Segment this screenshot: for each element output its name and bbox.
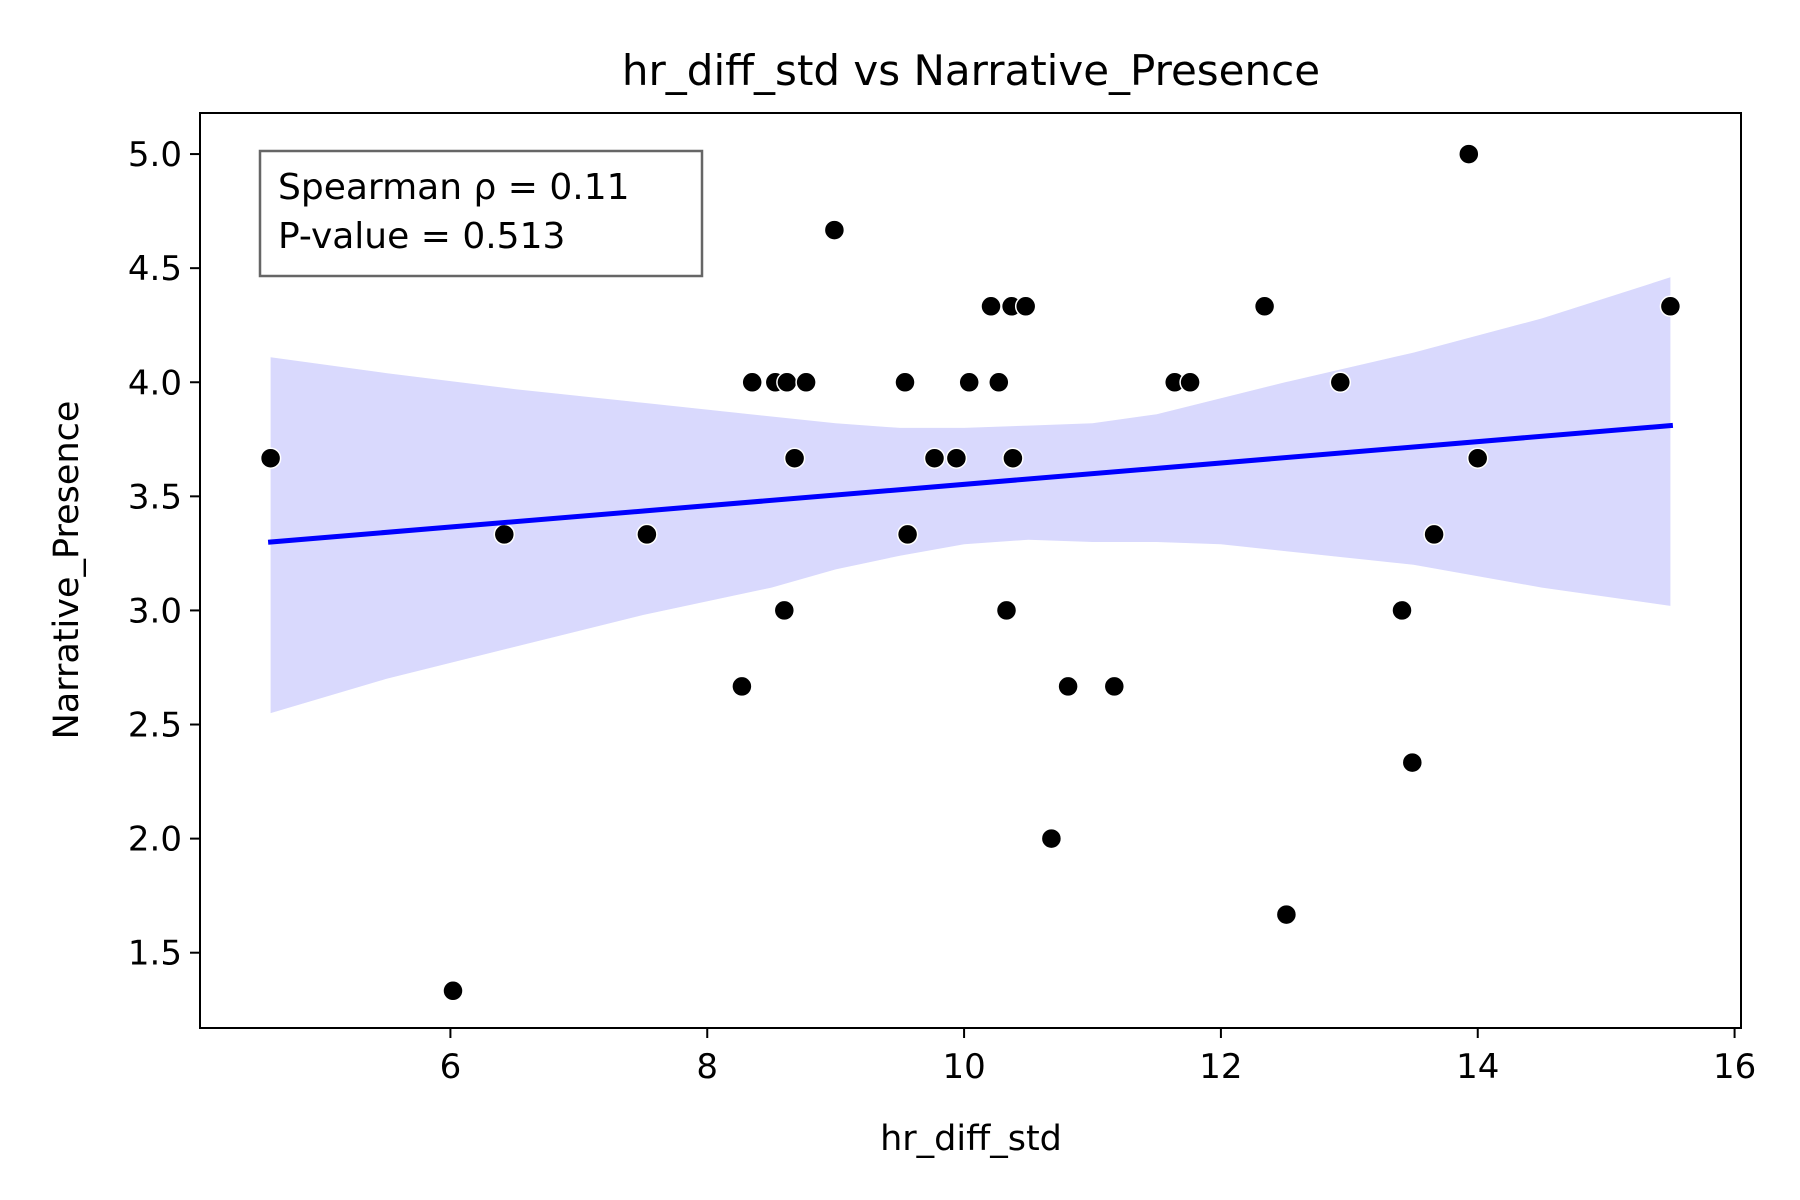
data-point-14 <box>896 523 919 546</box>
data-point-35 <box>1458 143 1480 165</box>
data-point-4 <box>636 523 658 546</box>
data-point-34 <box>1423 523 1445 546</box>
spearman-rho-text: Spearman ρ = 0.11 <box>278 167 630 208</box>
plot-frame <box>199 112 1742 1029</box>
x-tick-label: 12 <box>1199 1047 1242 1087</box>
y-tick-label: 3.5 <box>128 477 182 517</box>
data-point-19 <box>988 371 1010 394</box>
data-point-15 <box>923 447 946 469</box>
y-tick-label: 2.0 <box>128 820 182 860</box>
plot-area <box>259 143 1682 1002</box>
stats-box-frame <box>258 149 704 278</box>
data-point-31 <box>1329 371 1352 394</box>
x-tick-label: 8 <box>696 1047 718 1087</box>
data-point-37 <box>1659 295 1682 318</box>
y-tick-label: 4.5 <box>128 249 182 289</box>
data-point-32 <box>1391 599 1413 622</box>
data-point-16 <box>945 447 968 469</box>
data-point-23 <box>1014 295 1037 318</box>
data-point-24 <box>1040 827 1063 850</box>
x-tick-label: 6 <box>440 1047 462 1087</box>
stats-annotation-box: Spearman ρ = 0.11 P-value = 0.513 <box>258 149 704 278</box>
p-value-text: P-value = 0.513 <box>278 216 565 257</box>
y-axis-label: Narrative_Presence <box>47 401 87 740</box>
data-point-12 <box>823 219 846 241</box>
x-axis-label: hr_diff_std <box>880 1119 1062 1159</box>
y-tick-label: 2.5 <box>128 706 182 746</box>
y-tick-label: 3.0 <box>128 591 182 631</box>
data-point-29 <box>1253 295 1276 318</box>
data-point-30 <box>1275 903 1298 926</box>
data-point-20 <box>995 599 1018 622</box>
data-point-33 <box>1401 751 1424 774</box>
data-point-5 <box>731 675 753 698</box>
data-point-17 <box>958 371 980 394</box>
x-axis-ticks: 6 8 10 12 14 16 <box>440 1028 1756 1087</box>
y-axis-ticks: 1.5 2.0 2.5 3.0 3.5 4.0 4.5 5.0 <box>128 135 200 974</box>
data-point-26 <box>1103 675 1126 698</box>
data-point-9 <box>776 371 798 394</box>
y-tick-label: 1.5 <box>128 934 182 974</box>
y-tick-label: 5.0 <box>128 135 182 175</box>
x-tick-label: 14 <box>1456 1047 1499 1087</box>
data-point-18 <box>980 295 1002 318</box>
data-point-11 <box>795 371 817 394</box>
chart-title: hr_diff_std vs Narrative_Presence <box>622 46 1320 95</box>
data-point-22 <box>1002 447 1024 469</box>
data-points <box>259 143 1682 1002</box>
x-tick-label: 10 <box>942 1047 985 1087</box>
data-point-3 <box>493 523 516 546</box>
data-point-13 <box>894 371 916 394</box>
regression-line <box>267 422 1674 545</box>
data-point-25 <box>1057 675 1079 698</box>
data-point-6 <box>741 371 763 394</box>
data-point-2 <box>442 980 464 1002</box>
data-point-36 <box>1466 447 1489 469</box>
confidence-band <box>270 277 1671 714</box>
data-point-28 <box>1179 371 1201 394</box>
data-point-1 <box>259 447 282 469</box>
x-tick-label: 16 <box>1713 1047 1756 1087</box>
y-tick-label: 4.0 <box>128 363 182 403</box>
data-point-8 <box>773 599 796 622</box>
data-point-10 <box>783 447 806 469</box>
